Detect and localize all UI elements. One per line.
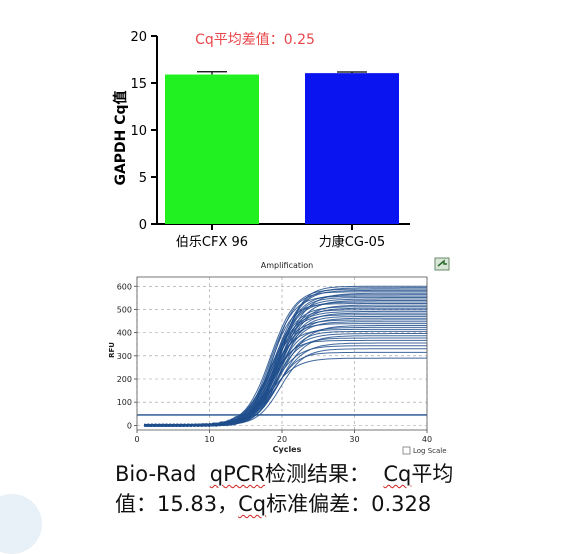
amp-x-axis-label: Cycles bbox=[273, 445, 302, 454]
caption-qpcr: qPCR bbox=[209, 462, 265, 486]
log-scale-label: Log Scale bbox=[413, 447, 447, 455]
amp-frame bbox=[136, 276, 428, 431]
amp-title: Amplification bbox=[261, 261, 313, 270]
bar-y-tick-label: 5 bbox=[139, 171, 147, 186]
bar-y-tick-label: 20 bbox=[130, 30, 147, 45]
bar-1 bbox=[165, 74, 259, 224]
amplification-panel: Amplification 0 100 200 300 400 500 600 0 10 20 30… bbox=[107, 253, 457, 462]
caption-brand: Bio-Rad bbox=[115, 462, 197, 486]
bar-x-tick-label: 伯乐CFX 96 bbox=[176, 235, 248, 250]
amp-y-axis-label: RFU bbox=[108, 342, 116, 358]
amplification-chart: Amplification 0 100 200 300 400 500 600 0 10 20 30… bbox=[107, 253, 457, 458]
bar-x-tick-label: 力康CG-05 bbox=[319, 234, 385, 250]
bar-marks bbox=[165, 71, 399, 224]
amp-axes: 0 100 200 300 400 500 600 0 10 20 30 40 bbox=[117, 276, 432, 444]
amp-x-tick-label: 0 bbox=[134, 435, 139, 444]
caption-line-1: Bio-Rad qPCR检测结果： Cq平均 bbox=[115, 459, 555, 489]
amp-x-tick-label: 40 bbox=[422, 435, 432, 444]
bar-y-axis-label: GAPDH Cq值 bbox=[112, 90, 129, 185]
bar-annotation: Cq平均差值：0.25 bbox=[195, 32, 315, 48]
caption-mean: 值：15.83， bbox=[115, 492, 239, 516]
amp-curves bbox=[137, 285, 427, 428]
export-icon[interactable] bbox=[434, 257, 450, 271]
amp-y-tick-label: 100 bbox=[117, 398, 132, 407]
amp-y-tick-label: 400 bbox=[117, 329, 132, 338]
amp-y-tick-label: 300 bbox=[117, 352, 132, 361]
caption-cq-2: Cq bbox=[238, 492, 267, 516]
amp-curve bbox=[144, 285, 427, 428]
bar-y-tick-label: 15 bbox=[130, 77, 147, 92]
amp-y-tick-label: 0 bbox=[127, 421, 132, 430]
corner-decoration bbox=[0, 494, 42, 554]
log-scale-checkbox[interactable] bbox=[402, 446, 411, 455]
bar-y-tick-label: 0 bbox=[139, 218, 147, 233]
result-caption: Bio-Rad qPCR检测结果： Cq平均 值：15.83，Cq标准偏差：0.… bbox=[115, 459, 555, 519]
amp-y-tick-label: 600 bbox=[117, 282, 132, 291]
caption-avg: 平均 bbox=[411, 462, 454, 486]
amp-x-tick-label: 30 bbox=[349, 435, 359, 444]
amp-curve bbox=[144, 287, 427, 427]
bar-2 bbox=[305, 73, 399, 224]
caption-line-2: 值：15.83，Cq标准偏差：0.328 bbox=[115, 489, 555, 519]
bar-y-tick-label: 10 bbox=[130, 124, 147, 139]
amp-x-tick-label: 10 bbox=[204, 435, 214, 444]
amp-y-tick-label: 200 bbox=[117, 375, 132, 384]
caption-sd: 标准偏差：0.328 bbox=[266, 492, 432, 516]
bar-chart: Cq平均差值：0.25 0 5 10 15 20 伯乐CFX 96 力康CG-05 GAPD… bbox=[112, 30, 410, 250]
amp-y-tick-label: 500 bbox=[117, 305, 132, 314]
caption-detect: 检测结果： bbox=[265, 462, 370, 486]
caption-cq-1: Cq bbox=[383, 462, 412, 486]
amp-x-tick-label: 20 bbox=[277, 435, 287, 444]
